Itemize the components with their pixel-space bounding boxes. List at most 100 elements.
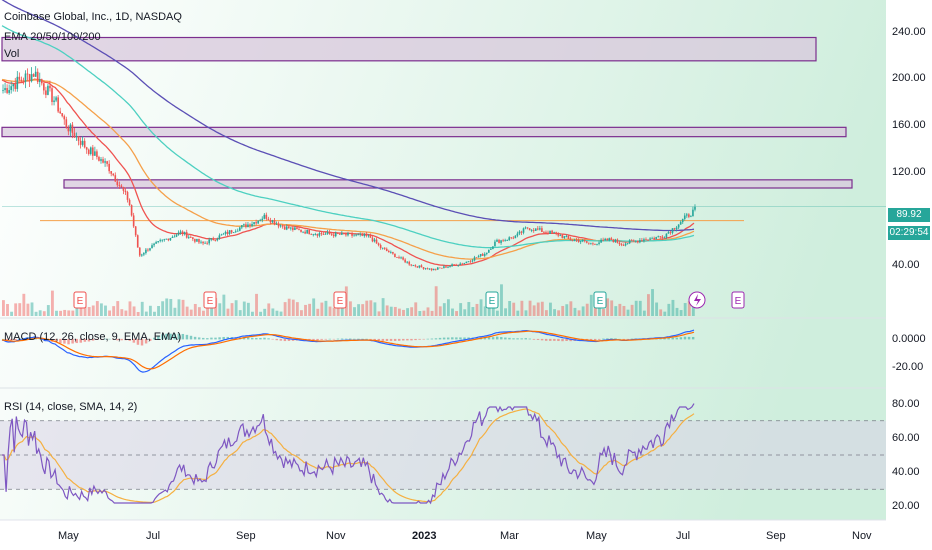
volume-bar xyxy=(87,306,91,316)
candle-body xyxy=(637,240,639,243)
candle-body xyxy=(659,236,662,238)
candle-body xyxy=(38,79,41,83)
macd-histogram-bar xyxy=(75,338,78,344)
candle-body xyxy=(469,261,472,263)
candle-body xyxy=(420,265,423,268)
volume-bar xyxy=(679,310,683,316)
symbol-title[interactable]: Coinbase Global, Inc., 1D, NASDAQ xyxy=(4,11,182,23)
macd-histogram-bar xyxy=(132,338,136,343)
macd-histogram-bar xyxy=(161,334,164,340)
candle-body xyxy=(571,240,574,241)
candle-body xyxy=(328,232,331,235)
volume-bar xyxy=(30,302,34,316)
candle-body xyxy=(45,90,47,95)
candle-body xyxy=(243,224,245,226)
ema-legend[interactable]: EMA 20/50/100/200 xyxy=(4,31,101,43)
earnings-label: E xyxy=(77,296,84,307)
volume-bar xyxy=(540,301,544,316)
candle-body xyxy=(292,227,294,230)
macd-histogram-bar xyxy=(630,338,634,340)
candle-body xyxy=(314,234,317,235)
candle-body xyxy=(196,238,198,242)
candle-body xyxy=(312,234,315,236)
axis-settings-box[interactable] xyxy=(888,6,928,28)
price-axis-tick: 200.00 xyxy=(892,72,926,85)
candle-body xyxy=(428,268,431,270)
volume-bar xyxy=(275,310,279,316)
macd-histogram-bar xyxy=(59,338,62,344)
candle-body xyxy=(241,225,243,228)
candle-body xyxy=(40,79,43,84)
volume-bar xyxy=(67,310,71,316)
candle-body xyxy=(53,100,55,102)
volume-bar xyxy=(659,309,663,316)
volume-bar xyxy=(577,310,581,316)
candle-body xyxy=(655,237,658,240)
volume-bar xyxy=(642,310,646,316)
volume-bar xyxy=(569,301,573,316)
candle-body xyxy=(467,261,470,263)
candle-body xyxy=(616,239,619,243)
candle-body xyxy=(230,230,233,233)
macd-histogram-bar xyxy=(71,338,74,344)
candle-body xyxy=(104,161,106,163)
volume-bar xyxy=(71,310,75,316)
volume-bar xyxy=(324,300,328,316)
candle-body xyxy=(204,242,206,244)
volume-bar xyxy=(34,311,38,316)
candle-body xyxy=(283,226,286,230)
candle-body xyxy=(453,264,455,266)
macd-histogram-bar xyxy=(79,338,83,343)
candle-body xyxy=(555,232,557,234)
time-axis-tick: May xyxy=(58,530,79,542)
candle-body xyxy=(630,240,633,242)
candle-body xyxy=(124,190,127,193)
candle-body xyxy=(341,232,343,235)
rsi-axis-tick: 40.00 xyxy=(892,466,920,479)
volume-bar xyxy=(593,307,597,316)
rsi-line xyxy=(2,403,695,505)
candle-body xyxy=(259,220,262,222)
candle-body xyxy=(141,254,143,256)
candle-body xyxy=(661,236,664,238)
candle-body xyxy=(641,240,643,241)
volume-bar xyxy=(226,308,230,316)
candle-body xyxy=(612,239,615,243)
volume-bar xyxy=(349,301,352,316)
candle-body xyxy=(298,228,300,230)
candle-body xyxy=(443,266,445,268)
volume-bar xyxy=(157,305,160,316)
candle-body xyxy=(6,88,8,93)
macd-histogram-bar xyxy=(393,338,397,341)
macd-histogram-bar xyxy=(495,336,499,340)
macd-histogram-bar xyxy=(202,337,205,340)
candle-body xyxy=(106,161,108,164)
candle-body xyxy=(694,206,696,210)
candle-body xyxy=(210,238,213,240)
macd-histogram-bar xyxy=(6,338,9,341)
candle-body xyxy=(688,214,690,217)
volume-bar xyxy=(557,310,561,316)
macd-legend[interactable]: MACD (12, 26, close, 9, EMA, EMA) xyxy=(4,331,182,343)
rsi-legend[interactable]: RSI (14, close, SMA, 14, 2) xyxy=(4,401,138,413)
macd-histogram-bar xyxy=(475,337,479,340)
candle-body xyxy=(492,246,494,249)
macd-histogram-bar xyxy=(91,338,95,341)
macd-histogram-bar xyxy=(402,338,405,341)
candle-body xyxy=(306,229,308,234)
macd-axis-tick: 0.0000 xyxy=(892,332,926,345)
macd-histogram-bar xyxy=(316,338,319,341)
time-axis-tick: Nov xyxy=(326,530,346,542)
macd-histogram-bar xyxy=(38,338,42,340)
candle-body xyxy=(238,227,241,231)
candle-body xyxy=(406,261,408,263)
macd-histogram-bar xyxy=(312,338,315,341)
volume-bar xyxy=(483,306,487,316)
candle-body xyxy=(326,232,329,234)
candle-body xyxy=(557,233,560,236)
macd-histogram-bar xyxy=(173,333,176,340)
macd-signal-line xyxy=(1,330,695,370)
volume-bar xyxy=(691,302,695,316)
vol-legend[interactable]: Vol xyxy=(4,48,20,60)
